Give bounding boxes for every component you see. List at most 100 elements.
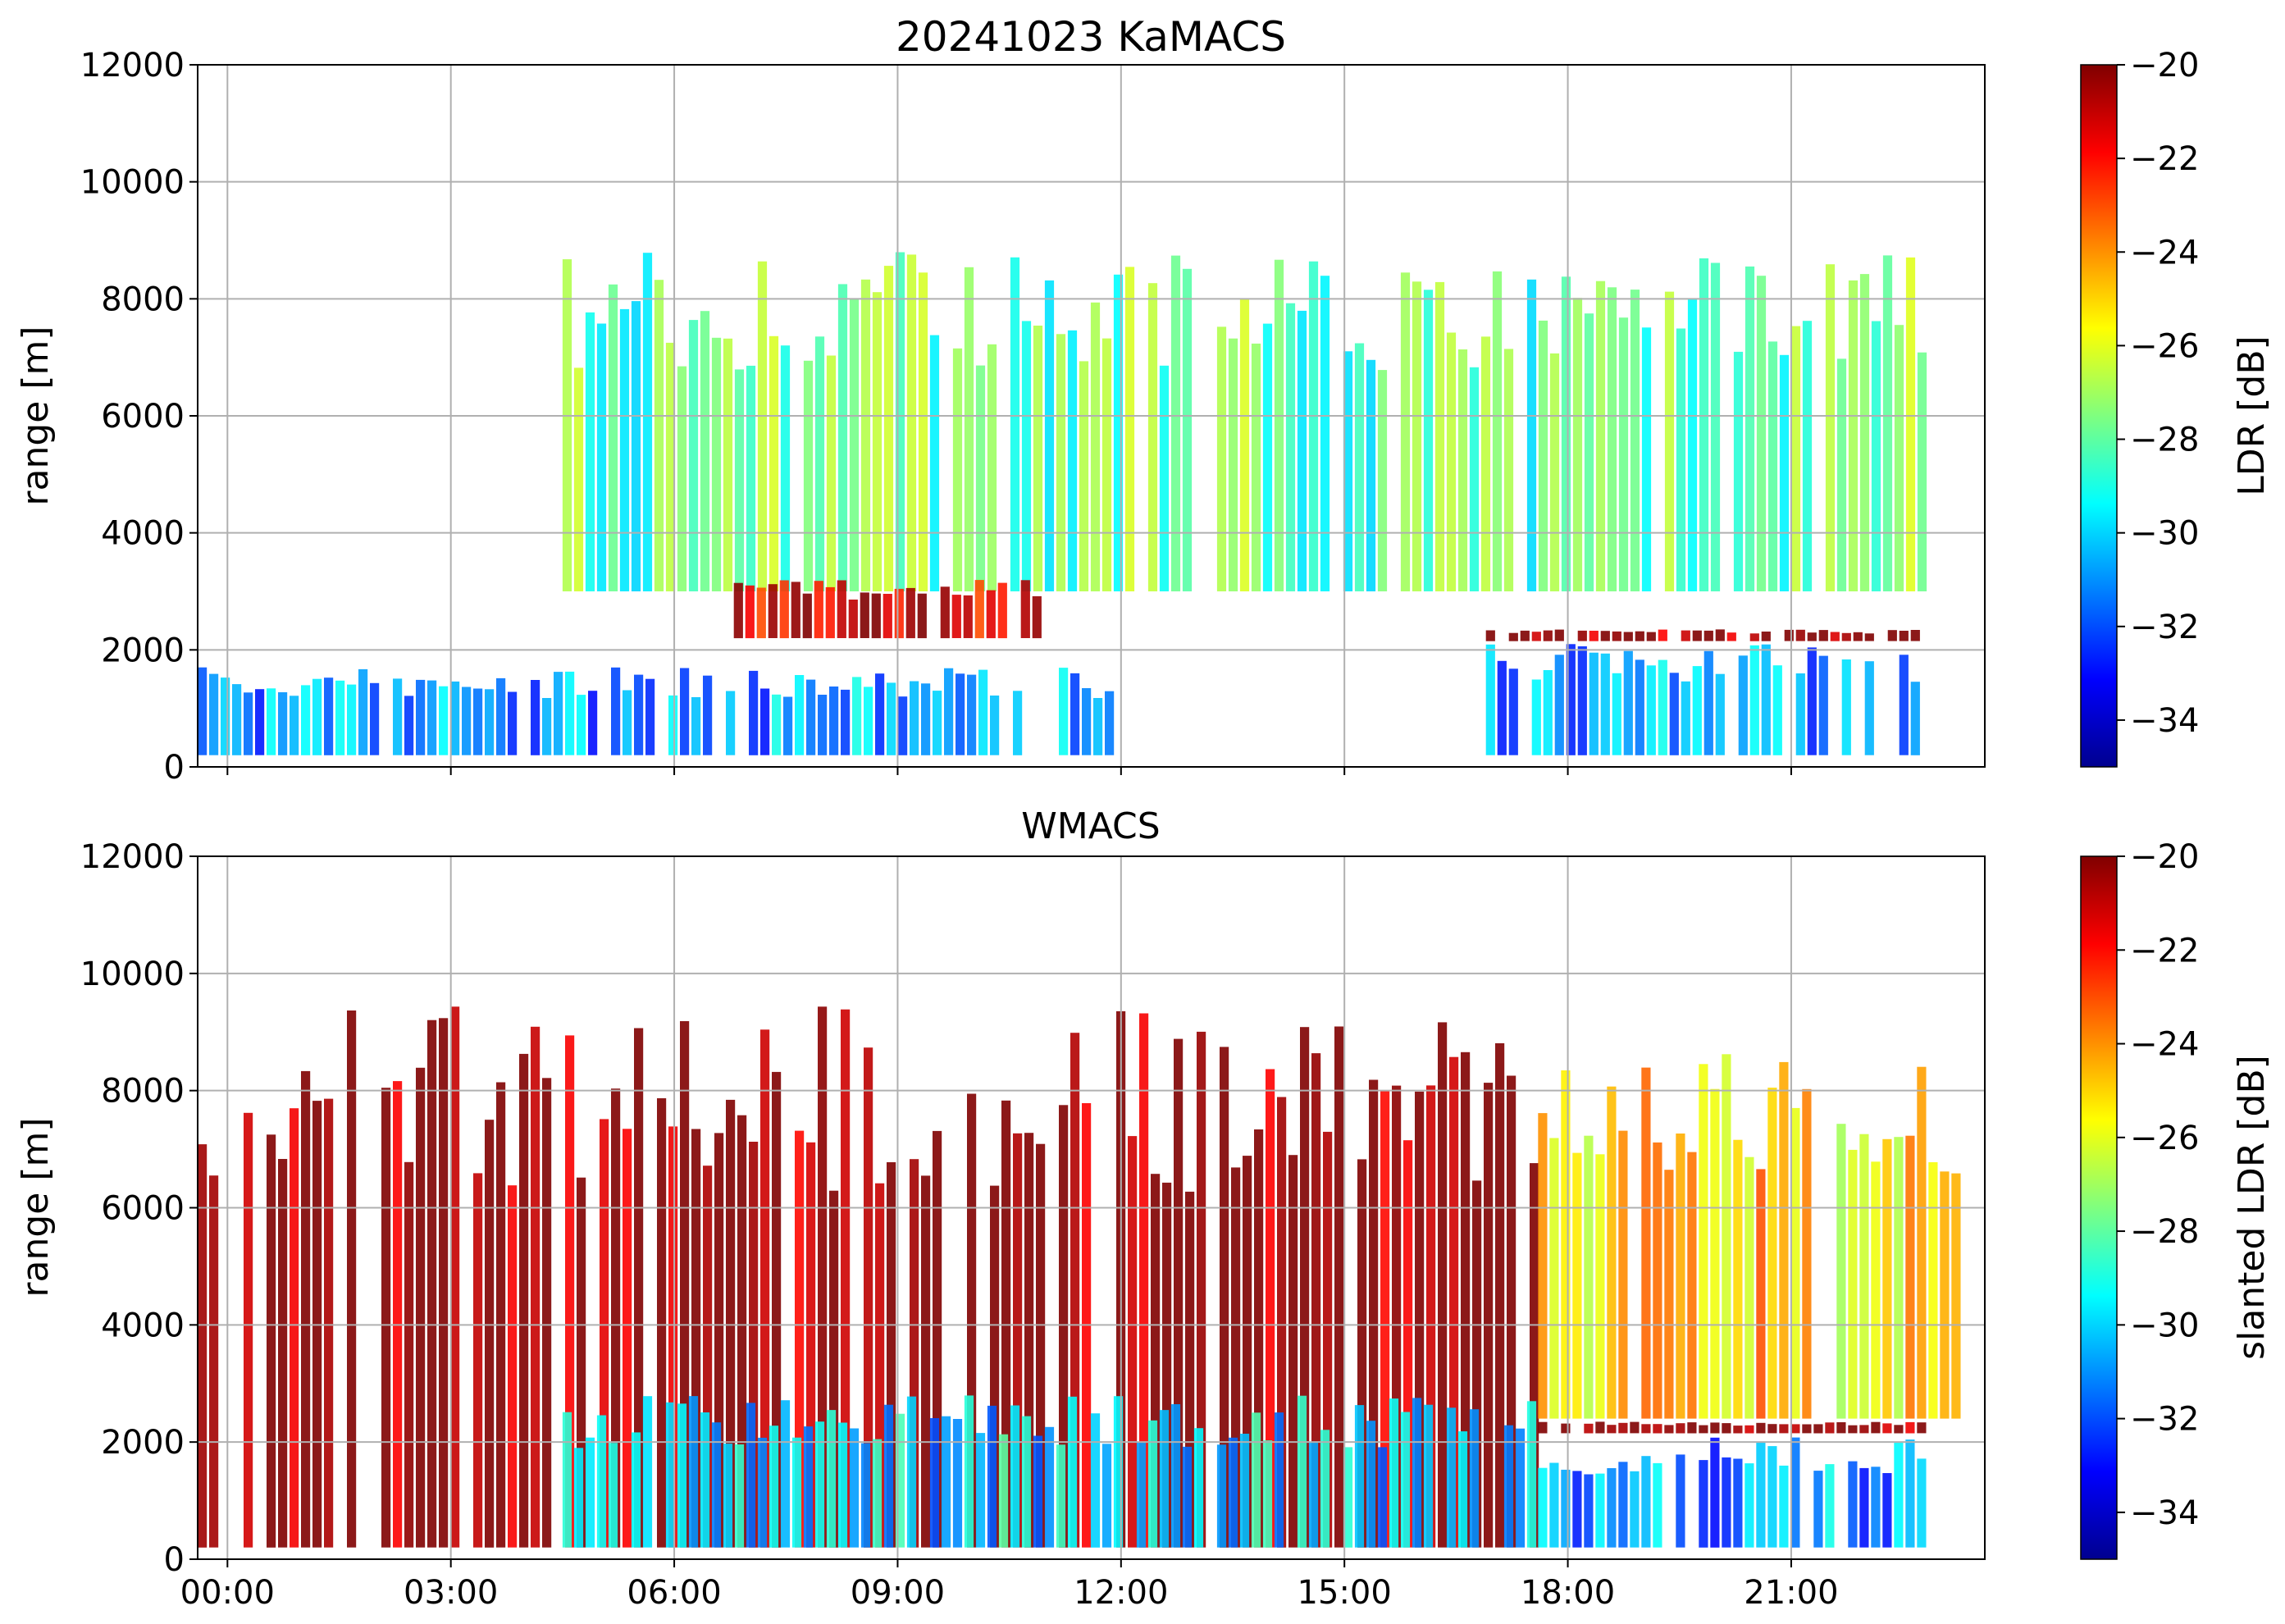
heatmap-cell	[1377, 1447, 1388, 1548]
heatmap-cell	[700, 1412, 710, 1548]
heatmap-cell	[565, 671, 575, 755]
heatmap-cell	[1010, 257, 1020, 591]
heatmap-cell	[1266, 1069, 1275, 1548]
heatmap-cell	[1147, 1420, 1158, 1548]
heatmap-cell	[1733, 1458, 1743, 1548]
heatmap-cell	[585, 312, 595, 591]
heatmap-cell	[381, 1088, 391, 1548]
heatmap-cell	[818, 695, 828, 755]
heatmap-cell	[1699, 1425, 1708, 1434]
heatmap-cell	[1056, 1444, 1066, 1548]
heatmap-cell	[1607, 1425, 1617, 1434]
heatmap-cell	[1457, 349, 1468, 591]
heatmap-cell	[871, 593, 881, 639]
colorbar-tick-label: −28	[2130, 1213, 2199, 1251]
heatmap-cell	[1044, 280, 1055, 591]
heatmap-cell	[1357, 1159, 1367, 1548]
heatmap-cell	[1366, 359, 1376, 591]
heatmap-cell	[714, 1133, 724, 1548]
heatmap-cell	[1438, 1022, 1448, 1548]
y-tick-label: 2000	[101, 632, 185, 669]
heatmap-cell	[1216, 1444, 1227, 1548]
heatmap-cell	[1193, 1428, 1204, 1548]
heatmap-cell	[791, 582, 800, 638]
heatmap-cell	[668, 1126, 678, 1548]
heatmap-cell	[416, 1067, 426, 1548]
heatmap-cell	[496, 1082, 506, 1548]
heatmap-cell	[1859, 1425, 1869, 1434]
heatmap-cell	[918, 272, 928, 591]
heatmap-cell	[623, 1129, 632, 1548]
heatmap-cell	[439, 686, 449, 755]
heatmap-cell	[665, 1402, 676, 1548]
heatmap-cell	[1894, 1137, 1904, 1419]
heatmap-cell	[746, 365, 756, 591]
heatmap-feature	[562, 252, 1927, 591]
heatmap-cell	[1531, 679, 1541, 755]
heatmap-cell	[749, 1142, 759, 1548]
heatmap-cell	[1710, 1088, 1720, 1419]
heatmap-cell	[1687, 299, 1698, 591]
heatmap-cell	[1300, 1027, 1310, 1548]
heatmap-cell	[1090, 1413, 1101, 1548]
heatmap-cell	[1836, 1422, 1846, 1434]
heatmap-cell	[757, 261, 768, 591]
heatmap-cell	[1899, 631, 1909, 641]
heatmap-cell	[1243, 1156, 1252, 1548]
heatmap-cell	[864, 1047, 873, 1548]
heatmap-cell	[1699, 258, 1709, 591]
heatmap-cell	[1274, 259, 1284, 591]
heatmap-cell	[450, 1006, 460, 1548]
heatmap-cell	[929, 1418, 940, 1548]
heatmap-cell	[848, 600, 858, 639]
heatmap-cell	[887, 1162, 896, 1548]
heatmap-cell	[1033, 1435, 1043, 1548]
heatmap-cell	[404, 1161, 414, 1548]
heatmap-cell	[768, 584, 778, 638]
heatmap-cell	[1899, 655, 1909, 755]
heatmap-cell	[760, 688, 770, 755]
heatmap-cell	[1871, 1161, 1881, 1419]
heatmap-feature	[733, 580, 1042, 639]
heatmap-cell	[1549, 1462, 1559, 1548]
heatmap-cell	[1334, 1026, 1344, 1548]
heatmap-cell	[1882, 1423, 1892, 1434]
heatmap-cell	[883, 1404, 894, 1548]
heatmap-feature	[1485, 644, 1920, 755]
heatmap-cell	[1554, 629, 1564, 641]
heatmap-cell	[1530, 1163, 1539, 1548]
heatmap-cell	[473, 688, 483, 755]
colorbar-tick-label: −32	[2130, 1401, 2199, 1439]
heatmap-cell	[232, 684, 242, 755]
heatmap-cell	[1641, 1424, 1651, 1434]
heatmap-cell	[1251, 343, 1261, 591]
y-tick-label: 12000	[80, 47, 185, 84]
heatmap-cell	[1297, 1395, 1307, 1548]
heatmap-cell	[872, 292, 883, 591]
heatmap-cell	[818, 1006, 828, 1548]
heatmap-cell	[1807, 647, 1817, 755]
heatmap-cell	[1495, 1042, 1505, 1548]
heatmap-cell	[1653, 1424, 1662, 1434]
heatmap-cell	[1871, 321, 1881, 591]
heatmap-cell	[608, 284, 618, 591]
heatmap-cell	[1320, 1430, 1330, 1548]
heatmap-cell	[806, 1142, 816, 1548]
heatmap-cell	[1917, 1066, 1927, 1419]
heatmap-cell	[1561, 276, 1571, 591]
heatmap-cell	[1461, 1051, 1471, 1548]
heatmap-cell	[542, 698, 552, 755]
x-tick-label: 12:00	[1074, 1574, 1168, 1612]
heatmap-cell	[1864, 661, 1874, 755]
heatmap-cell	[772, 1071, 782, 1548]
heatmap-cell	[596, 1415, 607, 1548]
heatmap-cell	[1635, 659, 1644, 755]
chart-title: 20241023 KaMACS	[896, 13, 1286, 61]
heatmap-cell	[1105, 691, 1115, 755]
heatmap-cell	[1795, 629, 1805, 641]
heatmap-cell	[1492, 271, 1503, 591]
chart-title: WMACS	[1021, 805, 1160, 847]
heatmap-cell	[1841, 659, 1851, 755]
heatmap-cell	[1561, 1070, 1571, 1419]
heatmap-cell	[1779, 1424, 1789, 1434]
